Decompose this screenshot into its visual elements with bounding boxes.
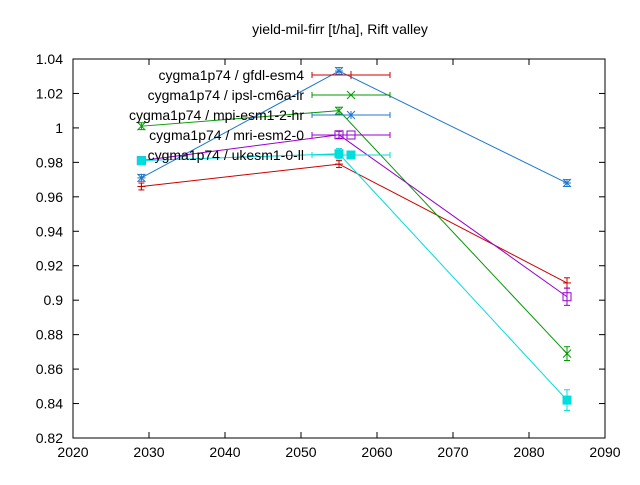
y-tick-label: 1: [55, 120, 63, 136]
legend-marker-box: [346, 130, 356, 140]
series-4: [136, 148, 572, 411]
legend-marker: [346, 150, 356, 160]
y-tick-label: 0.88: [36, 327, 63, 343]
data-point-d2: [562, 349, 572, 358]
data-point: [562, 178, 572, 188]
x-tick-label: 2040: [209, 444, 240, 460]
legend-label: cygma1p74 / ipsl-cm6a-lr: [148, 87, 305, 103]
x-tick-label: 2070: [437, 444, 468, 460]
x-tick-label: 2060: [361, 444, 392, 460]
legend-marker: [346, 130, 356, 140]
legend-marker: [346, 90, 356, 100]
legend-marker-box: [346, 150, 356, 160]
y-tick-label: 0.84: [36, 396, 63, 412]
legend-marker: [346, 110, 356, 120]
data-point-box: [136, 156, 146, 166]
data-point: [334, 149, 344, 159]
series-2: [137, 66, 572, 188]
data-point: [335, 160, 343, 169]
y-tick-label: 0.82: [36, 430, 63, 446]
x-tick-label: 2050: [285, 444, 316, 460]
legend-label: cygma1p74 / ukesm1-0-ll: [148, 147, 304, 163]
chart-title: yield-mil-firr [t/ha], Rift valley: [252, 21, 428, 37]
legend: cygma1p74 / gfdl-esm4 cygma1p74 / ipsl-cm…: [129, 67, 391, 163]
data-point-d2: [137, 121, 146, 131]
data-point: [137, 121, 146, 131]
legend-marker: [347, 71, 355, 79]
legend-marker-d2: [346, 110, 356, 120]
data-point: [137, 182, 146, 191]
series-line: [141, 163, 568, 284]
y-tick-label: 0.86: [36, 361, 63, 377]
legend-label: cygma1p74 / mpi-esm1-2-hr: [129, 107, 304, 123]
data-point-d2: [334, 106, 344, 116]
legend-label: cygma1p74 / gfdl-esm4: [158, 67, 304, 83]
legend-label: cygma1p74 / mri-esm2-0: [149, 127, 304, 143]
data-point-d2: [137, 173, 146, 183]
y-tick-label: 0.9: [44, 292, 64, 308]
series-line: [141, 153, 568, 401]
data-point-box: [562, 292, 572, 302]
series-1: [137, 106, 572, 361]
data-point: [334, 66, 344, 76]
x-tick-label: 2030: [133, 444, 164, 460]
data-point: [562, 395, 572, 405]
data-point: [136, 156, 146, 166]
data-point-d2: [334, 66, 344, 76]
data-point-box: [562, 395, 572, 405]
y-tick-label: 0.98: [36, 154, 63, 170]
plot-area: 2020 2030 2040 2050 2060 2070 2080 2090 0.82 0.84…: [36, 51, 621, 460]
data-point: [563, 278, 571, 287]
data-point: [562, 349, 572, 358]
data-point-d2: [562, 178, 572, 188]
x-tick-label: 2020: [57, 444, 88, 460]
x-tick-label: 2090: [589, 444, 620, 460]
plot-frame: [72, 58, 606, 439]
data-point: [334, 106, 344, 116]
x-tick-label: 2080: [513, 444, 544, 460]
series-0: [137, 160, 571, 289]
y-tick-label: 0.96: [36, 189, 63, 205]
data-point: [137, 173, 146, 183]
y-tick-label: 0.94: [36, 223, 63, 239]
data-point-box: [334, 149, 344, 159]
data-point: [562, 292, 572, 302]
y-tick-label: 0.92: [36, 258, 63, 274]
legend-marker-d2: [346, 90, 356, 100]
y-tick-label: 1.02: [36, 85, 63, 101]
y-tick-label: 1.04: [36, 51, 63, 67]
